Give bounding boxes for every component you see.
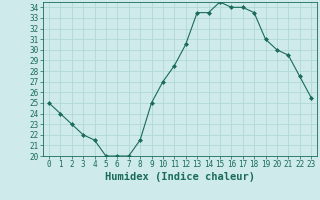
X-axis label: Humidex (Indice chaleur): Humidex (Indice chaleur) xyxy=(105,172,255,182)
